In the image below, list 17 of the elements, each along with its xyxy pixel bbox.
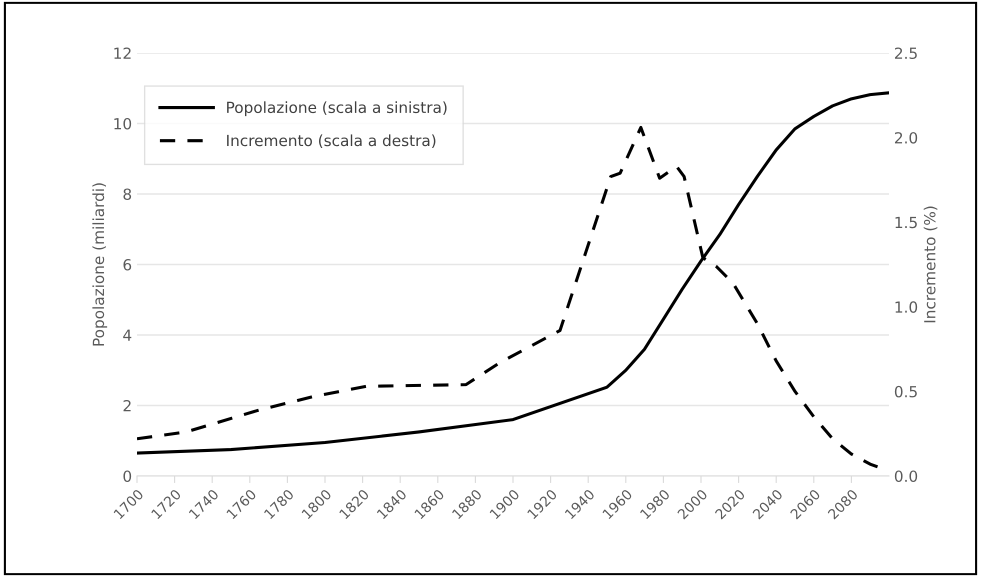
y-tick-label: 12	[114, 47, 131, 59]
y-tick-label: 2	[124, 400, 131, 412]
legend-label: Incremento (scala a destra)	[227, 134, 436, 148]
y2-tick-label: 0.0	[894, 470, 918, 482]
y-tick-label: 4	[123, 330, 132, 341]
legend-label: Popolazione (scala a sinistra)	[227, 101, 447, 116]
y-tick-label: 10	[114, 118, 132, 130]
y-tick-label: 6	[123, 258, 132, 271]
y2-tick-label: 1.5	[896, 216, 917, 228]
y-axis-title: Popolazione (miliardi)	[92, 183, 108, 346]
y-tick-label: 8	[123, 188, 132, 200]
y2-tick-label: 2.5	[894, 47, 917, 60]
y-tick-label: 0	[123, 470, 132, 482]
y2-axis-title: Incremento (%)	[924, 206, 938, 322]
y2-tick-label: 2.0	[894, 132, 918, 144]
y2-tick-label: 1.0	[896, 301, 918, 313]
y2-tick-label: 0.5	[894, 386, 917, 398]
